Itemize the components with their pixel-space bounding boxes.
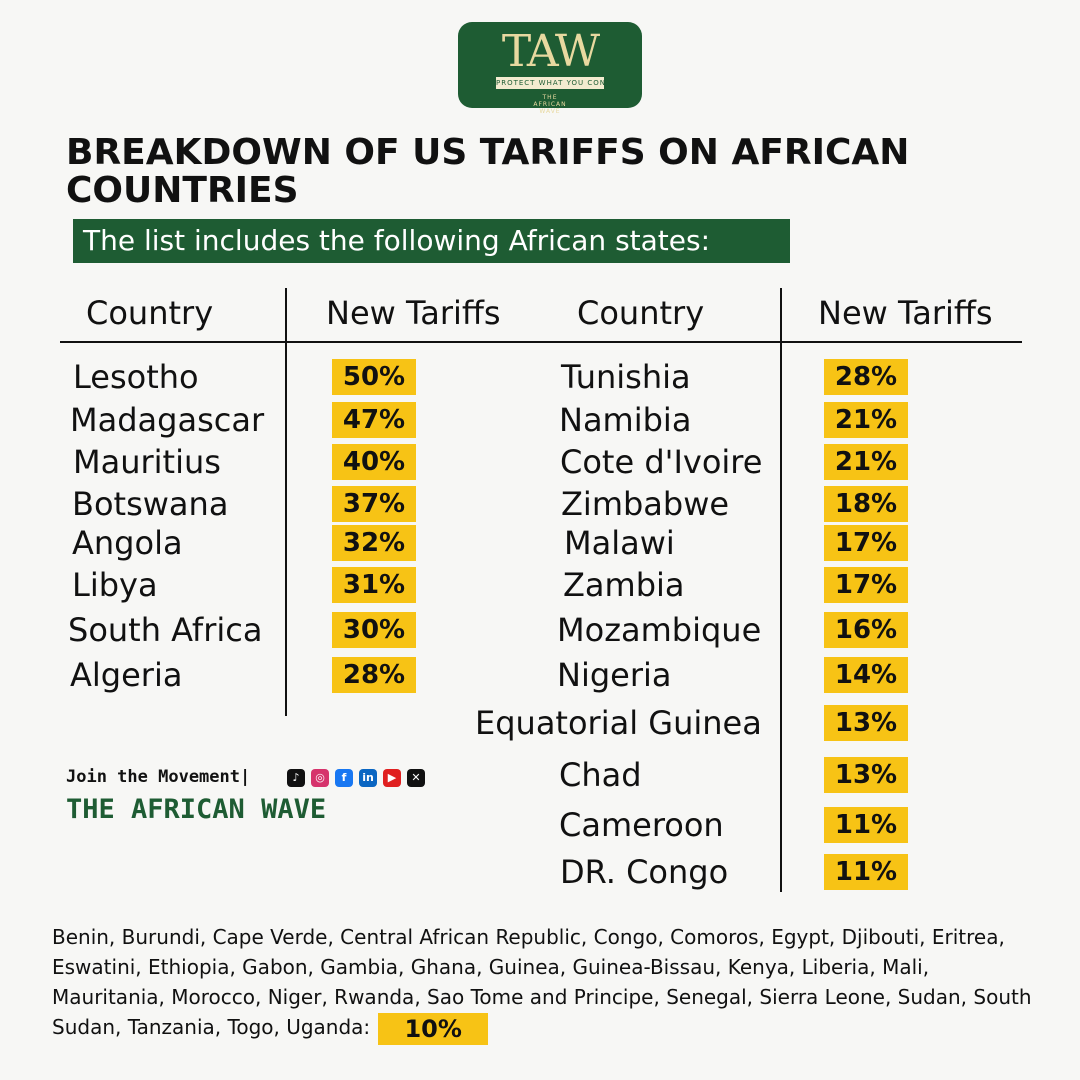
tariff-badge-right: 11% [824, 854, 908, 890]
join-label: Join the Movement [66, 767, 240, 787]
footer-note: Benin, Burundi, Cape Verde, Central Afri… [52, 922, 1042, 1045]
column-header-country-left: Country [86, 294, 214, 332]
country-name-left: Angola [72, 524, 183, 562]
tariff-badge-right: 18% [824, 486, 908, 522]
logo-sub-line: WAVE [539, 108, 561, 115]
country-name-left: Lesotho [73, 358, 199, 396]
country-name-right: DR. Congo [560, 853, 729, 891]
tariff-badge-left: 31% [332, 567, 416, 603]
country-name-right: Mozambique [557, 611, 762, 649]
country-name-left: Madagascar [70, 401, 265, 439]
tariff-badge-right: 21% [824, 402, 908, 438]
social-links: ♪ ◎ f in ▶ ✕ [287, 767, 431, 787]
facebook-icon[interactable]: f [335, 768, 353, 787]
instagram-icon[interactable]: ◎ [311, 768, 329, 787]
country-name-right: Namibia [559, 401, 692, 439]
country-name-right: Equatorial Guinea [475, 704, 762, 742]
tariff-badge-left: 32% [332, 525, 416, 561]
header-divider [60, 341, 1022, 343]
tariff-badge-right: 17% [824, 567, 908, 603]
brand-logo: TAW PROTECT WHAT YOU CONSUME THE AFRICAN… [458, 22, 642, 115]
column-header-country-right: Country [577, 294, 705, 332]
tariff-badge-right: 14% [824, 657, 908, 693]
column-header-tariff-left: New Tariffs [326, 294, 501, 332]
tariff-badge-left: 47% [332, 402, 416, 438]
logo-mark: TAW [501, 26, 600, 77]
country-name-right: Malawi [564, 524, 675, 562]
country-name-right: Zambia [563, 566, 685, 604]
country-name-left: Algeria [70, 656, 183, 694]
tariff-badge-left: 30% [332, 612, 416, 648]
tiktok-icon[interactable]: ♪ [287, 768, 305, 787]
column-header-tariff-right: New Tariffs [818, 294, 993, 332]
country-name-left: South Africa [68, 611, 263, 649]
x-icon[interactable]: ✕ [407, 768, 425, 787]
country-name-left: Botswana [72, 485, 229, 523]
footer-countries: Benin, Burundi, Cape Verde, Central Afri… [52, 925, 1032, 1039]
linkedin-icon[interactable]: in [359, 768, 377, 787]
tariff-badge-right: 13% [824, 757, 908, 793]
join-movement-text: Join the Movement| [66, 766, 250, 788]
tariff-badge-right: 16% [824, 612, 908, 648]
tariff-badge-right: 17% [824, 525, 908, 561]
footer-tariff-badge: 10% [378, 1012, 489, 1045]
logo-sub-line: THE [542, 94, 558, 101]
join-separator: | [240, 767, 251, 787]
tariff-badge-right: 28% [824, 359, 908, 395]
tariff-badge-left: 40% [332, 444, 416, 480]
tariff-badge-left: 37% [332, 486, 416, 522]
column-divider-left [285, 288, 287, 716]
youtube-icon[interactable]: ▶ [383, 768, 401, 787]
country-name-right: Tunishia [561, 358, 691, 396]
logo-subtext: THE AFRICAN WAVE [458, 94, 642, 115]
tariff-badge-left: 50% [332, 359, 416, 395]
country-name-right: Nigeria [557, 656, 672, 694]
country-name-left: Mauritius [73, 443, 221, 481]
tariff-badge-right: 21% [824, 444, 908, 480]
page-title: BREAKDOWN OF US TARIFFS ON AFRICAN COUNT… [66, 132, 910, 211]
country-name-right: Zimbabwe [561, 485, 730, 523]
country-name-right: Cameroon [559, 806, 724, 844]
page-subtitle: The list includes the following African … [73, 219, 790, 263]
logo-sub-line: AFRICAN [533, 101, 567, 108]
logo-tagline: PROTECT WHAT YOU CONSUME [496, 77, 604, 89]
brand-name: THE AFRICAN WAVE [66, 794, 327, 825]
column-divider-right [780, 288, 782, 892]
country-name-left: Libya [72, 566, 158, 604]
country-name-right: Chad [559, 756, 642, 794]
tariff-badge-left: 28% [332, 657, 416, 693]
country-name-right: Cote d'Ivoire [560, 443, 763, 481]
tariff-badge-right: 11% [824, 807, 908, 843]
tariff-badge-right: 13% [824, 705, 908, 741]
